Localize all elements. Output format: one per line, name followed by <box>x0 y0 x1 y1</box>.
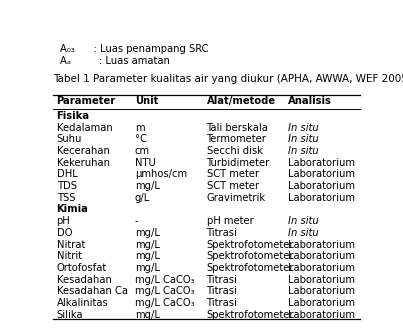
Text: Laboratorium: Laboratorium <box>288 263 355 273</box>
Text: Laboratorium: Laboratorium <box>288 298 355 308</box>
Text: cm: cm <box>135 146 150 156</box>
Text: Spektrofotometer: Spektrofotometer <box>206 240 294 250</box>
Text: Spektrofotometer: Spektrofotometer <box>206 263 294 273</box>
Text: Spektrofotometer: Spektrofotometer <box>206 310 294 320</box>
Text: Titrasi: Titrasi <box>206 228 237 238</box>
Text: In situ: In situ <box>288 228 318 238</box>
Text: °C: °C <box>135 134 147 144</box>
Text: TSS: TSS <box>56 193 75 203</box>
Text: Laboratorium: Laboratorium <box>288 193 355 203</box>
Text: g/L: g/L <box>135 193 150 203</box>
Text: Kedalaman: Kedalaman <box>56 123 112 132</box>
Text: NTU: NTU <box>135 158 156 168</box>
Text: In situ: In situ <box>288 123 318 132</box>
Text: Kesadahan: Kesadahan <box>56 275 112 285</box>
Text: Spektrofotometer: Spektrofotometer <box>206 251 294 261</box>
Text: Laboratorium: Laboratorium <box>288 181 355 191</box>
Text: Kecerahan: Kecerahan <box>56 146 110 156</box>
Text: mg/L: mg/L <box>135 181 160 191</box>
Text: Laboratorium: Laboratorium <box>288 287 355 296</box>
Text: Tabel 1 Parameter kualitas air yang diukur (APHA, AWWA, WEF 2005): Tabel 1 Parameter kualitas air yang diuk… <box>54 74 403 84</box>
Text: TDS: TDS <box>56 181 77 191</box>
Text: Laboratorium: Laboratorium <box>288 275 355 285</box>
Text: SCT meter: SCT meter <box>206 181 259 191</box>
Text: Titrasi: Titrasi <box>206 298 237 308</box>
Text: A₀₃      : Luas penampang SRC: A₀₃ : Luas penampang SRC <box>60 44 208 54</box>
Text: SCT meter: SCT meter <box>206 169 259 179</box>
Text: mg/L CaCO₃: mg/L CaCO₃ <box>135 275 194 285</box>
Text: Gravimetrik: Gravimetrik <box>206 193 266 203</box>
Text: Laboratorium: Laboratorium <box>288 310 355 320</box>
Text: mg/L: mg/L <box>135 251 160 261</box>
Text: mg/L: mg/L <box>135 263 160 273</box>
Text: μmhos/cm: μmhos/cm <box>135 169 187 179</box>
Text: DHL: DHL <box>56 169 77 179</box>
Text: Turbidimeter: Turbidimeter <box>206 158 270 168</box>
Text: In situ: In situ <box>288 134 318 144</box>
Text: Titrasi: Titrasi <box>206 287 237 296</box>
Text: pH meter: pH meter <box>206 216 253 226</box>
Text: Laboratorium: Laboratorium <box>288 158 355 168</box>
Text: Laboratorium: Laboratorium <box>288 251 355 261</box>
Text: mg/L CaCO₃: mg/L CaCO₃ <box>135 298 194 308</box>
Text: Secchi disk: Secchi disk <box>206 146 262 156</box>
Text: Fisika: Fisika <box>56 111 90 121</box>
Text: mg/L: mg/L <box>135 310 160 320</box>
Text: In situ: In situ <box>288 146 318 156</box>
Text: Aₐ         : Luas amatan: Aₐ : Luas amatan <box>60 56 170 66</box>
Text: Laboratorium: Laboratorium <box>288 169 355 179</box>
Text: Kesadahan Ca: Kesadahan Ca <box>56 287 128 296</box>
Text: mg/L: mg/L <box>135 240 160 250</box>
Text: Titrasi: Titrasi <box>206 275 237 285</box>
Text: Silika: Silika <box>56 310 83 320</box>
Text: Termometer: Termometer <box>206 134 266 144</box>
Text: Laboratorium: Laboratorium <box>288 240 355 250</box>
Text: Tali berskala: Tali berskala <box>206 123 268 132</box>
Text: Analisis: Analisis <box>288 96 332 106</box>
Text: Ortofosfat: Ortofosfat <box>56 263 107 273</box>
Text: Alat/metode: Alat/metode <box>206 96 276 106</box>
Text: Alkalinitas: Alkalinitas <box>56 298 108 308</box>
Text: pH: pH <box>56 216 71 226</box>
Text: DO: DO <box>56 228 72 238</box>
Text: Kimia: Kimia <box>56 205 89 214</box>
Text: mg/L: mg/L <box>135 228 160 238</box>
Text: Unit: Unit <box>135 96 158 106</box>
Text: mg/L CaCO₃: mg/L CaCO₃ <box>135 287 194 296</box>
Text: Parameter: Parameter <box>56 96 116 106</box>
Text: Nitrit: Nitrit <box>56 251 82 261</box>
Text: Nitrat: Nitrat <box>56 240 85 250</box>
Text: -: - <box>135 216 138 226</box>
Text: In situ: In situ <box>288 216 318 226</box>
Text: Suhu: Suhu <box>56 134 82 144</box>
Text: Kekeruhan: Kekeruhan <box>56 158 110 168</box>
Text: m: m <box>135 123 144 132</box>
